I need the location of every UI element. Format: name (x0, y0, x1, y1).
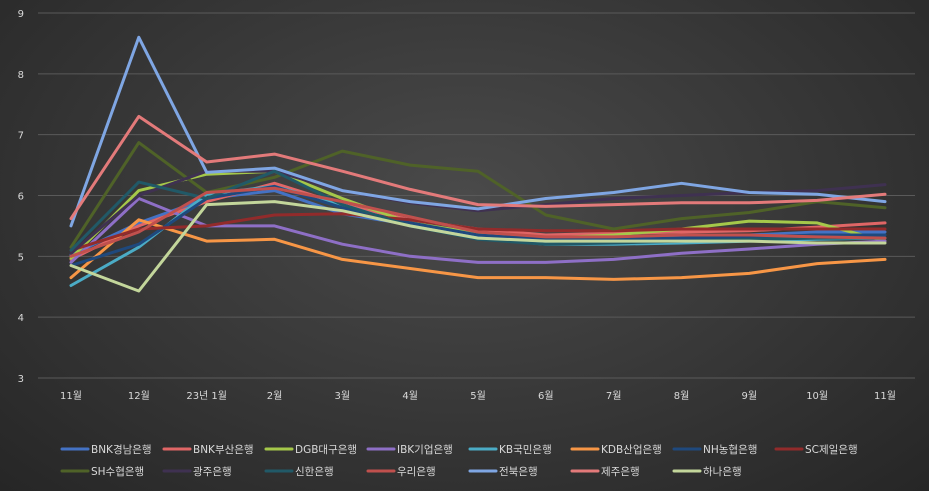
x-axis-ticks: 11월 12월 23년 1월 2월 3월 4월 5월 6월 7월 8월 9월 10월 11월 (60, 390, 896, 402)
series-line-12 (69, 35, 887, 228)
series-line-5 (69, 218, 887, 281)
legend-item: NH농협은행 (672, 443, 757, 456)
legend-label: 광주은행 (193, 466, 232, 478)
x-tick-label: 7월 (606, 390, 622, 402)
y-tick-label: 4 (18, 313, 24, 324)
legend-label: NH농협은행 (703, 443, 757, 456)
x-tick-label: 6월 (538, 390, 554, 402)
legend-label: IBK기업은행 (397, 443, 453, 456)
x-tick-label: 11월 (60, 390, 82, 402)
y-tick-label: 3 (18, 374, 24, 385)
legend-item: SH수협은행 (60, 465, 144, 478)
legend-item: DGB대구은행 (264, 444, 357, 456)
x-tick-label: 3월 (335, 390, 351, 402)
y-axis-ticks: 3 4 5 6 7 8 9 (18, 9, 24, 385)
series-line-7 (69, 212, 887, 252)
legend-item: 하나은행 (672, 465, 742, 478)
legend-item: KB국민은행 (468, 444, 552, 456)
x-tick-label: 12월 (128, 390, 150, 402)
legend-label: SC제일은행 (805, 443, 858, 456)
legend-item: IBK기업은행 (366, 443, 453, 456)
legend-item: 신한은행 (264, 466, 334, 478)
legend-label: 하나은행 (703, 465, 742, 478)
x-tick-label: 2월 (267, 390, 283, 402)
legend-item: 전북은행 (468, 466, 538, 478)
legend-label: SH수협은행 (91, 465, 144, 478)
x-tick-label: 5월 (470, 390, 486, 402)
legend-item: KDB산업은행 (570, 443, 662, 456)
gridlines (38, 12, 915, 379)
legend-label: DGB대구은행 (295, 444, 357, 456)
legend-label: BNK경남은행 (91, 443, 152, 456)
legend-item: 우리은행 (366, 466, 436, 478)
legend-label: 제주은행 (601, 466, 640, 478)
legend-label: 신한은행 (295, 466, 334, 478)
x-tick-label: 23년 1월 (186, 390, 227, 402)
series-lines (69, 35, 887, 293)
series-line-14 (69, 200, 887, 293)
x-tick-label: 9월 (742, 390, 758, 402)
x-tick-label: 11월 (874, 390, 896, 402)
legend: BNK경남은행 BNK부산은행 DGB대구은행 IBK기업은행 KB국민은행 KDB산업은… (60, 443, 858, 478)
legend-item: SC제일은행 (774, 443, 858, 456)
y-tick-label: 7 (18, 131, 24, 142)
legend-label: KB국민은행 (499, 444, 552, 456)
series-line-13 (69, 114, 887, 221)
legend-item: BNK부산은행 (162, 444, 254, 456)
y-tick-label: 9 (18, 9, 24, 20)
series-line-11 (69, 186, 887, 258)
x-tick-label: 8월 (674, 390, 690, 402)
x-tick-label: 4월 (402, 390, 418, 402)
legend-label: BNK부산은행 (193, 444, 254, 456)
x-tick-label: 10월 (806, 390, 828, 402)
y-tick-label: 5 (18, 252, 24, 263)
legend-item: BNK경남은행 (60, 443, 152, 456)
legend-label: 우리은행 (397, 466, 436, 478)
legend-item: 제주은행 (570, 466, 640, 478)
legend-label: KDB산업은행 (601, 443, 662, 456)
legend-label: 전북은행 (499, 466, 538, 478)
legend-item: 광주은행 (162, 466, 232, 478)
y-tick-label: 8 (18, 70, 24, 81)
y-tick-label: 6 (18, 192, 24, 203)
